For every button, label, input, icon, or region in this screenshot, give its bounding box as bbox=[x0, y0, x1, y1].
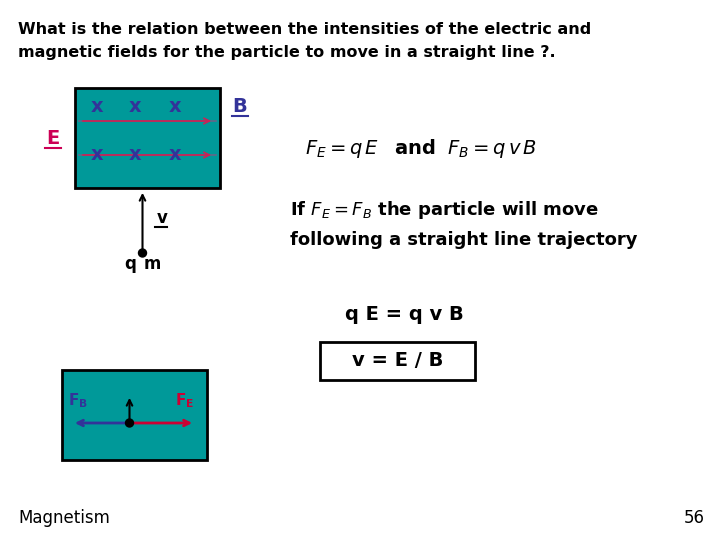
Text: E: E bbox=[46, 129, 60, 147]
Text: x: x bbox=[168, 97, 181, 116]
Text: x: x bbox=[91, 97, 103, 116]
Text: q: q bbox=[125, 255, 136, 273]
Text: If $F_E = F_B$ the particle will move: If $F_E = F_B$ the particle will move bbox=[290, 199, 599, 221]
Bar bbox=[75, 88, 220, 188]
Text: following a straight line trajectory: following a straight line trajectory bbox=[290, 231, 637, 249]
Text: $\mathbf{F_E}$: $\mathbf{F_E}$ bbox=[176, 392, 194, 410]
Text: x: x bbox=[168, 145, 181, 165]
Text: magnetic fields for the particle to move in a straight line ?.: magnetic fields for the particle to move… bbox=[18, 45, 556, 60]
Text: B: B bbox=[233, 97, 248, 116]
Text: x: x bbox=[129, 145, 141, 165]
Circle shape bbox=[125, 419, 133, 427]
Text: Magnetism: Magnetism bbox=[18, 509, 110, 527]
Text: $\mathbf{F_B}$: $\mathbf{F_B}$ bbox=[68, 392, 88, 410]
Text: $F_E = q\,E\;\;$ and $\;F_B = q\,v\,B$: $F_E = q\,E\;\;$ and $\;F_B = q\,v\,B$ bbox=[305, 137, 537, 159]
Circle shape bbox=[138, 249, 146, 257]
Text: v = E / B: v = E / B bbox=[352, 352, 444, 370]
Text: v: v bbox=[156, 209, 167, 227]
Bar bbox=[62, 370, 207, 460]
Text: m: m bbox=[144, 255, 161, 273]
Text: x: x bbox=[129, 97, 141, 116]
Text: What is the relation between the intensities of the electric and: What is the relation between the intensi… bbox=[18, 22, 591, 37]
Text: q E = q v B: q E = q v B bbox=[345, 306, 464, 325]
Text: x: x bbox=[91, 145, 103, 165]
Text: 56: 56 bbox=[684, 509, 705, 527]
Bar bbox=[320, 342, 475, 380]
